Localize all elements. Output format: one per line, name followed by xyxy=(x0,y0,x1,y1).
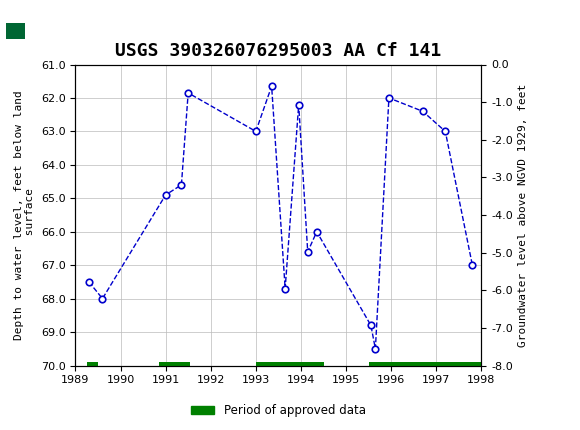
Legend: Period of approved data: Period of approved data xyxy=(186,399,371,422)
Point xyxy=(177,181,186,188)
Point xyxy=(418,108,427,115)
Y-axis label: Groundwater level above NGVD 1929, feet: Groundwater level above NGVD 1929, feet xyxy=(519,83,528,347)
Point xyxy=(267,83,276,90)
Bar xyxy=(86,362,98,369)
Point xyxy=(312,228,321,235)
Point xyxy=(441,128,450,135)
Bar xyxy=(256,362,324,369)
Bar xyxy=(159,362,190,369)
Point xyxy=(294,101,303,108)
Point xyxy=(281,285,290,292)
Point xyxy=(385,95,394,101)
Y-axis label: Depth to water level, feet below land
 surface: Depth to water level, feet below land su… xyxy=(14,90,35,340)
Point xyxy=(161,191,171,198)
Point xyxy=(467,262,477,269)
Point xyxy=(371,345,380,352)
Point xyxy=(183,89,193,96)
Bar xyxy=(6,23,25,39)
Bar xyxy=(5,6,45,40)
Text: USGS: USGS xyxy=(51,14,106,31)
Point xyxy=(84,279,93,286)
Point xyxy=(98,295,107,302)
Point xyxy=(303,249,313,255)
Point xyxy=(251,128,260,135)
Bar xyxy=(369,362,481,369)
Title: USGS 390326076295003 AA Cf 141: USGS 390326076295003 AA Cf 141 xyxy=(115,42,441,60)
Point xyxy=(366,322,375,329)
